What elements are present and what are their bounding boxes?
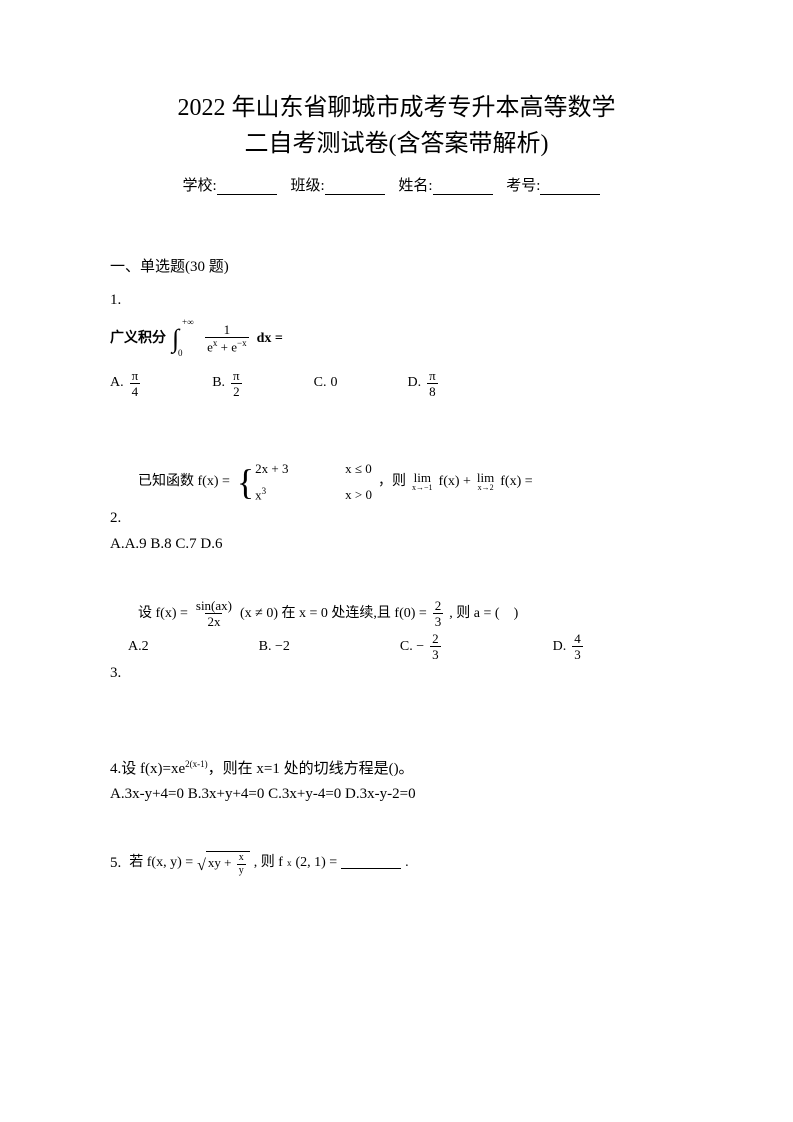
q3-f0-frac: 2 3 [433,599,444,628]
label-examno: 考号: [506,178,540,194]
q2-mid: ，则 [378,470,406,494]
q3-option-d: D. 43 [553,632,585,661]
q3-lead: 设 f(x) = [138,602,188,626]
q5-blank [341,857,401,869]
integral-lower: 0 [178,346,183,361]
q1-options: A. π4 B. π2 C. 0 D. π8 [110,369,683,398]
q1-expression: 广义积分 ∫ +∞ 0 1 ex + e−x dx = [110,317,683,361]
section-heading: 一、单选题(30 题) [110,255,683,276]
q3-option-c: C. − 23 [400,632,443,661]
q3-options: A.2 B. −2 C. − 23 D. 43 [110,632,683,661]
blank-school [217,181,277,195]
q5-lead: 若 f(x, y) = [129,851,193,875]
q2-number: 2. [110,506,121,532]
q2-lim1: limx→−1 [412,471,433,492]
q3-expression: 设 f(x) = sin(ax) 2x (x ≠ 0) 在 x = 0 处连续,… [110,599,683,628]
page-title: 2022 年山东省聊城市成考专升本高等数学 二自考测试卷(含答案带解析) [110,90,683,162]
q1-prefix: 广义积分 [110,327,166,351]
q1-option-c: C. 0 [314,371,338,395]
integral-upper: +∞ [182,315,194,330]
blank-name [433,181,493,195]
brace-icon: { [237,464,254,500]
q5-sqrt-content: xy + xy [206,851,250,876]
title-line-2: 二自考测试卷(含答案带解析) [110,126,683,162]
q1-frac-num: 1 [222,323,233,337]
q1-number: 1. [110,288,683,314]
q5-number: 5. [110,851,125,877]
question-1: 1. 广义积分 ∫ +∞ 0 1 ex + e−x dx = A. π4 B. … [110,288,683,398]
question-3: 设 f(x) = sin(ax) 2x (x ≠ 0) 在 x = 0 处连续,… [110,599,683,687]
q2-expression: 已知函数 f(x) = { 2x + 3x ≤ 0 x3x > 0 ，则 lim… [110,458,683,507]
q1-option-a: A. π4 [110,369,142,398]
q1-option-d: D. π8 [407,369,439,398]
question-4: 4.设 f(x)=xe2(x-1)，则在 x=1 处的切线方程是()。 A.3x… [110,757,683,808]
blank-examno [540,181,600,195]
q3-option-b: B. −2 [259,635,290,659]
q1-fraction: 1 ex + e−x [205,323,248,353]
q2-lead: 已知函数 f(x) = [138,470,230,494]
label-class: 班级: [290,178,324,194]
q1-dx: dx = [257,327,283,351]
q1-option-b: B. π2 [212,369,243,398]
blank-class [325,181,385,195]
q2-lim2: limx→2 [477,471,494,492]
label-name: 姓名: [398,178,432,194]
q2-answers: A.A.9 B.8 C.7 D.6 [110,532,683,558]
question-2: 已知函数 f(x) = { 2x + 3x ≤ 0 x3x > 0 ，则 lim… [110,458,683,558]
student-info-line: 学校: 班级: 姓名: 考号: [110,174,683,195]
q4-line2: A.3x-y+4=0 B.3x+y+4=0 C.3x+y-4=0 D.3x-y-… [110,782,683,808]
sqrt-icon: xy + xy [197,850,250,877]
q3-number: 3. [110,661,683,687]
question-5: 5. 若 f(x, y) = xy + xy , 则 fx(2, 1) = . [110,850,683,877]
q1-frac-den: ex + e−x [205,337,248,353]
q3-option-a: A.2 [128,635,149,659]
integral-icon: ∫ +∞ 0 [172,317,179,361]
q2-piecewise: { 2x + 3x ≤ 0 x3x > 0 [236,458,372,507]
title-line-1: 2022 年山东省聊城市成考专升本高等数学 [110,90,683,126]
q4-line1: 4.设 f(x)=xe2(x-1)，则在 x=1 处的切线方程是()。 [110,757,683,783]
label-school: 学校: [183,178,217,194]
q3-fraction: sin(ax) 2x [194,599,234,628]
